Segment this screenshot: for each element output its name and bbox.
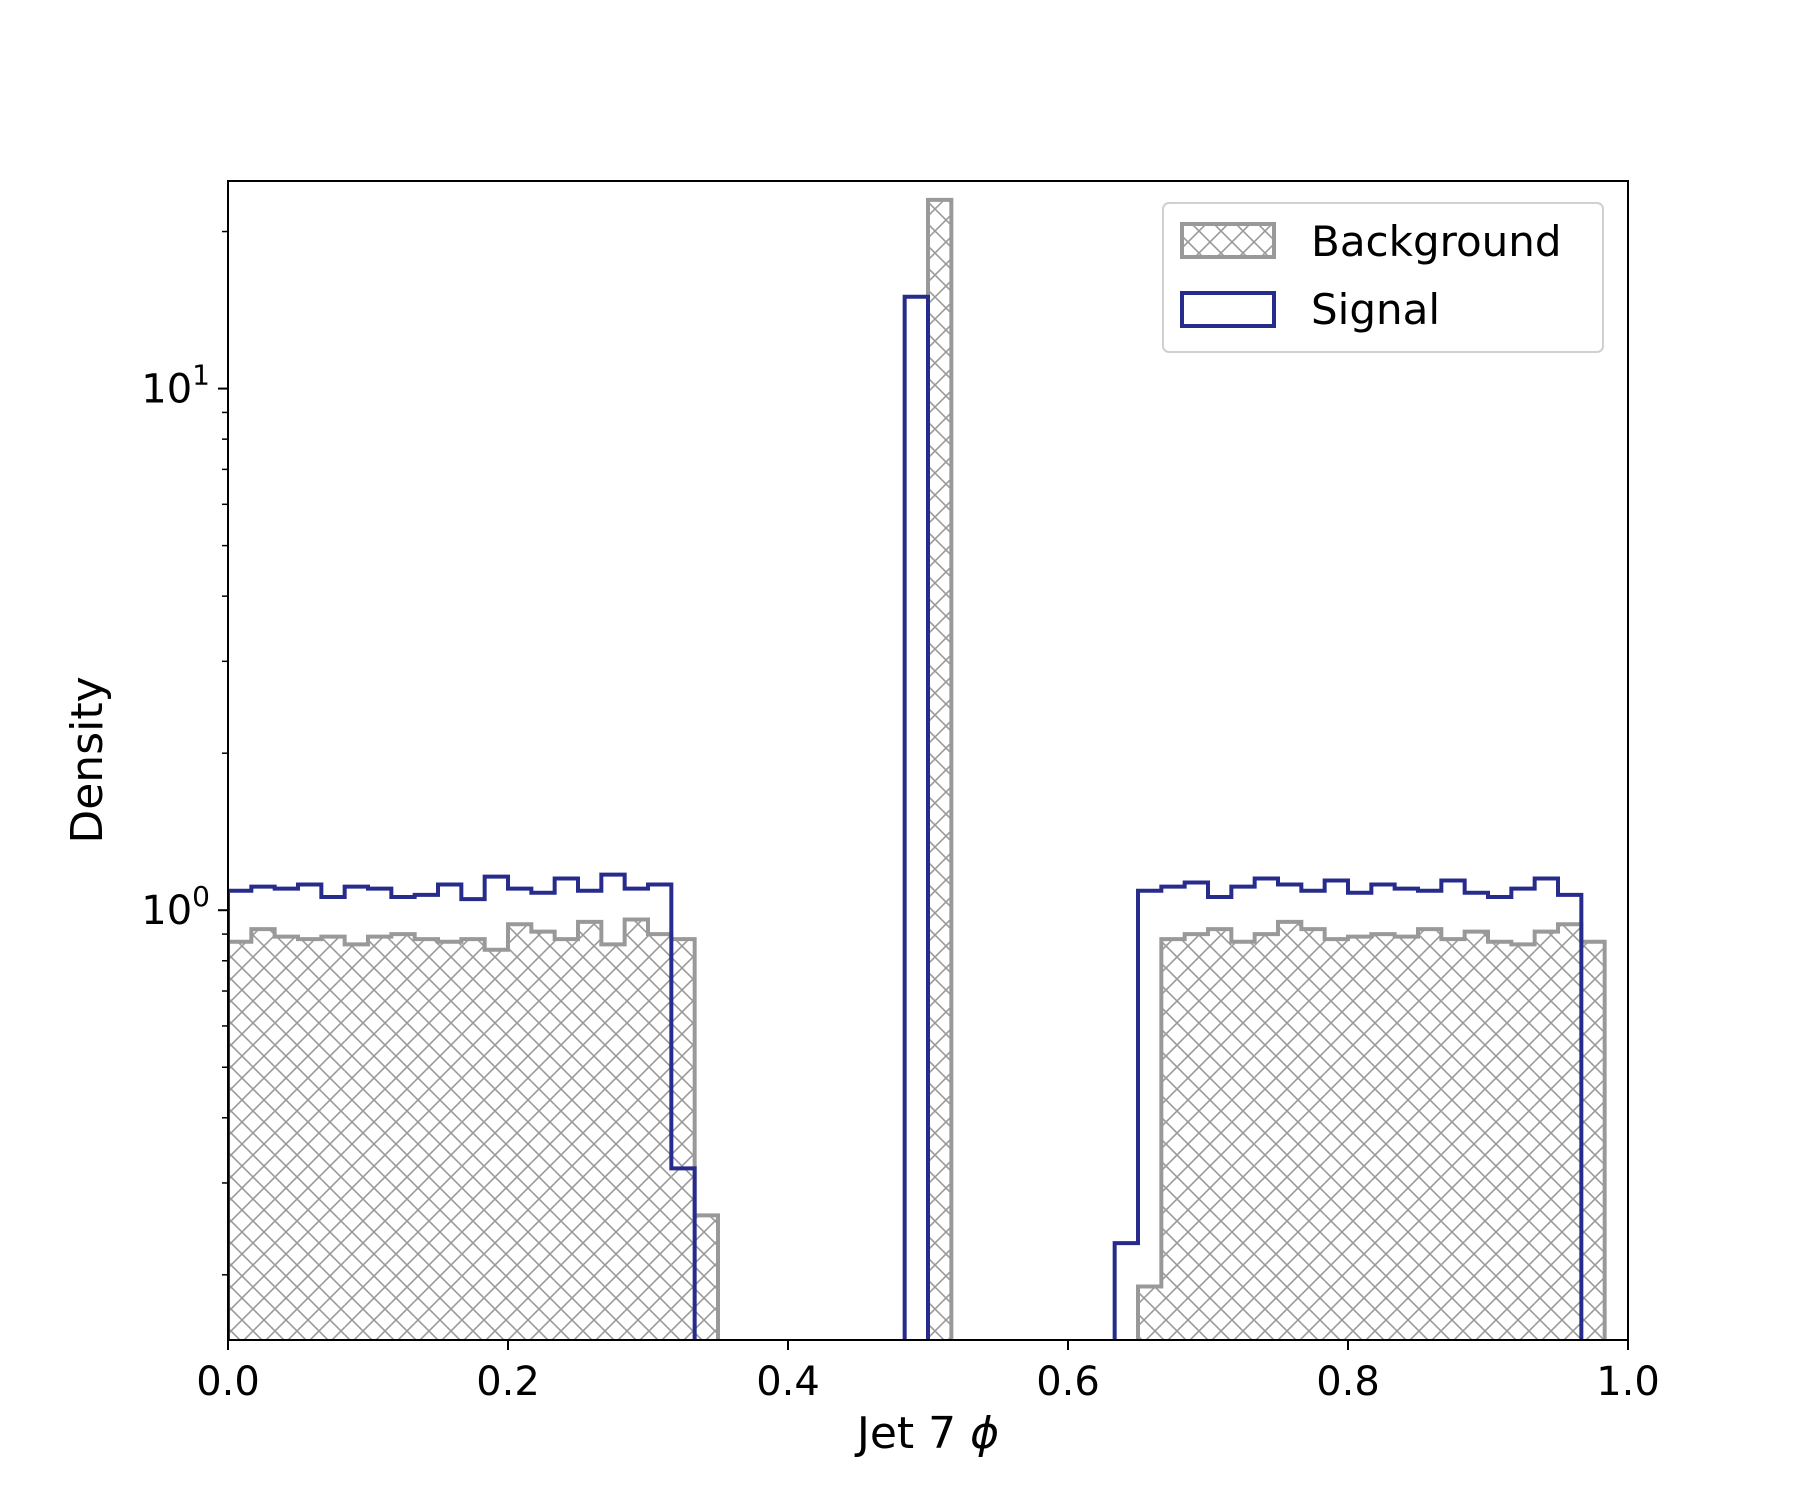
background-series: [228, 199, 1605, 1340]
x-axis-label: Jet 7 ϕ: [854, 1408, 999, 1459]
background-bar: [1348, 936, 1372, 1340]
background-bar: [1441, 939, 1465, 1340]
plot-frame: [227, 180, 1629, 1341]
background-bar: [1581, 941, 1605, 1340]
background-bar: [1418, 929, 1442, 1340]
x-tick-label: 0.6: [1036, 1359, 1100, 1405]
x-axis-label-symbol: ϕ: [970, 1408, 999, 1459]
background-bar: [461, 939, 485, 1340]
y-tick-label: 100: [141, 880, 210, 934]
background-bar: [624, 919, 648, 1340]
background-bar: [554, 939, 578, 1340]
background-bar: [228, 941, 252, 1340]
x-axis-label-text: Jet 7: [854, 1408, 970, 1459]
x-tick-label: 0.0: [196, 1359, 260, 1405]
background-bar: [484, 949, 508, 1340]
background-bar: [1161, 939, 1185, 1340]
background-bar: [508, 924, 532, 1340]
x-tick-label: 0.4: [756, 1359, 820, 1405]
background-bar: [1254, 934, 1278, 1340]
background-bar: [1184, 934, 1208, 1340]
x-tick-label: 0.8: [1316, 1359, 1380, 1405]
background-bar: [1371, 934, 1395, 1340]
background-bar: [414, 939, 438, 1340]
y-axis-label: Density: [62, 676, 113, 843]
background-bar: [344, 944, 368, 1340]
signal-step-line: [228, 294, 1584, 1340]
background-bar: [1278, 921, 1302, 1340]
background-bar: [578, 921, 602, 1340]
background-bar: [648, 934, 672, 1340]
background-bar: [928, 199, 952, 1340]
legend-swatch-signal: [1180, 291, 1276, 328]
background-bar: [391, 934, 415, 1340]
background-bar: [298, 939, 322, 1340]
background-bar: [1394, 936, 1418, 1340]
x-tick-label: 1.0: [1596, 1359, 1660, 1405]
background-bar: [438, 941, 462, 1340]
background-bar: [368, 936, 392, 1340]
background-bar: [1558, 924, 1582, 1340]
background-bar: [274, 936, 298, 1340]
background-bar: [531, 931, 555, 1340]
background-bar: [1231, 941, 1255, 1340]
background-bar: [1324, 939, 1348, 1340]
x-axis: 0.0 0.2 0.4 0.6 0.8 1.0: [196, 1340, 1660, 1405]
background-bar: [1511, 944, 1535, 1340]
background-bar: [1208, 929, 1232, 1340]
background-bar: [1138, 1286, 1162, 1340]
x-tick-label: 0.2: [476, 1359, 540, 1405]
background-bar: [1464, 931, 1488, 1340]
legend-swatch-background: [1180, 222, 1276, 259]
legend: Background Signal: [1162, 202, 1604, 353]
background-bar: [1488, 941, 1512, 1340]
signal-series-outline: [228, 294, 1584, 1340]
y-tick-label: 101: [141, 359, 210, 413]
background-bar: [601, 944, 625, 1340]
background-bar: [671, 939, 695, 1340]
y-axis: 100 101: [141, 230, 228, 1276]
background-bar: [321, 936, 345, 1340]
legend-label-signal: Signal: [1311, 285, 1440, 334]
background-bar: [1301, 929, 1325, 1340]
legend-label-background: Background: [1311, 217, 1562, 266]
background-bar: [694, 1215, 718, 1340]
background-bar: [251, 929, 275, 1340]
background-bar: [1534, 931, 1558, 1340]
